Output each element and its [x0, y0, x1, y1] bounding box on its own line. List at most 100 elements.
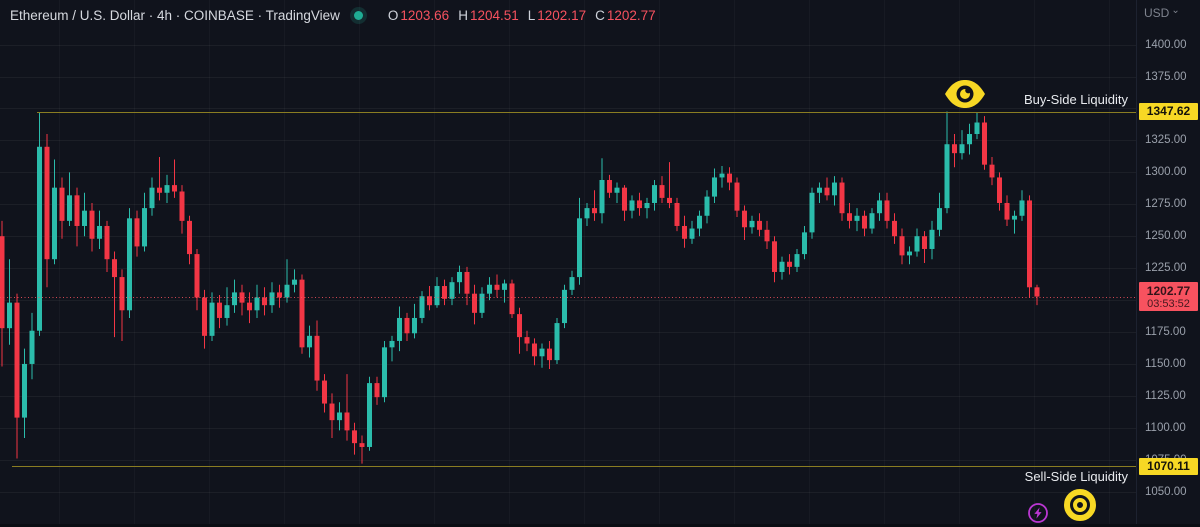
candle-body: [682, 225, 687, 239]
candle-body: [464, 271, 470, 294]
candle-body: [1019, 200, 1025, 216]
candle-body: [254, 297, 260, 311]
candle-body: [922, 236, 927, 249]
candle-body: [809, 192, 815, 233]
candle-body: [472, 293, 477, 313]
candle-body: [164, 185, 170, 193]
high-label: H: [458, 7, 468, 23]
candle-body: [832, 182, 837, 196]
candle-body: [1034, 287, 1040, 297]
candle-body: [224, 305, 230, 318]
sell-side-liquidity-label: Sell-Side Liquidity: [1024, 469, 1128, 484]
candle-body: [794, 254, 800, 267]
candle-body: [839, 182, 845, 214]
candles-layer: [0, 111, 1040, 464]
price-tick-label: 1150.00: [1145, 357, 1186, 370]
candle-body: [82, 210, 87, 226]
candle-body: [637, 200, 642, 209]
candle-body: [292, 279, 297, 285]
candle-body: [742, 210, 747, 228]
price-tick-label: 1225.00: [1145, 262, 1187, 275]
candle-body: [307, 335, 312, 348]
candle-body: [352, 430, 357, 444]
symbol-legend: Ethereum / U.S. Dollar · 4h · COINBASE ·…: [10, 6, 656, 24]
candle-body: [322, 380, 327, 404]
candle-body: [719, 173, 725, 178]
candle-body: [854, 215, 860, 221]
currency-label: USD: [1144, 6, 1170, 20]
market-status-dot: [353, 10, 363, 20]
candle-body: [712, 177, 717, 197]
candle-body: [232, 292, 237, 306]
candle-body: [689, 228, 695, 239]
candle-body: [299, 279, 305, 348]
symbol-title[interactable]: Ethereum / U.S. Dollar · 4h · COINBASE ·…: [10, 7, 340, 23]
candle-body: [52, 187, 57, 260]
candle-body: [344, 412, 350, 431]
candle-body: [532, 343, 537, 357]
price-tick-label: 1275.00: [1145, 198, 1187, 211]
candle-body: [584, 208, 590, 219]
candle-body: [382, 347, 387, 398]
candle-body: [929, 229, 935, 249]
candle-body: [847, 213, 852, 221]
close-value: 1202.77: [606, 7, 656, 23]
candle-body: [172, 185, 177, 192]
price-tick-label: 1375.00: [1145, 70, 1187, 83]
candle-body: [764, 229, 770, 242]
price-tick-label: 1050.00: [1145, 485, 1187, 498]
target-icon[interactable]: [1064, 489, 1096, 521]
liquidity-lines-layer: [0, 112, 1136, 467]
candle-body: [374, 383, 380, 398]
sell-side-price-label: 1070.11: [1139, 457, 1198, 475]
candle-body: [877, 200, 882, 214]
candle-body: [142, 208, 147, 247]
candle-body: [817, 187, 822, 193]
candle-body: [329, 403, 335, 421]
open-value: 1203.66: [400, 7, 450, 23]
candle-body: [997, 177, 1002, 203]
candle-body: [599, 179, 605, 214]
candle-body: [787, 261, 792, 267]
candle-body: [247, 302, 252, 311]
candle-body: [487, 284, 492, 294]
candlestick-chart-canvas[interactable]: [0, 0, 1136, 527]
chevron-down-icon: ⌄: [1171, 5, 1180, 16]
candle-body: [509, 283, 515, 315]
bar-countdown: 03:53:52: [1147, 297, 1190, 310]
candle-body: [899, 236, 905, 256]
candle-body: [652, 185, 657, 203]
candle-body: [194, 254, 200, 298]
candle-body: [179, 191, 185, 221]
candle-body: [0, 236, 5, 329]
currency-selector[interactable]: USD ⌄: [1144, 5, 1180, 21]
candle-body: [67, 195, 72, 221]
candle-body: [44, 146, 50, 260]
candle-body: [659, 185, 665, 198]
candle-body: [127, 218, 132, 311]
candle-body: [824, 187, 830, 196]
candle-body: [202, 297, 207, 336]
candle-body: [892, 220, 897, 237]
candle-body: [749, 220, 755, 228]
lightning-icon[interactable]: [1028, 503, 1048, 523]
candle-body: [869, 213, 875, 229]
candle-body: [457, 271, 462, 283]
candle-body: [277, 292, 282, 298]
buy-side-price-label: 1347.62: [1139, 103, 1198, 120]
price-axis[interactable]: USD ⌄ 1400.00 1375.00 1325.00 1300.00 1275.0…: [1136, 0, 1200, 527]
candle-body: [59, 187, 65, 221]
candle-body: [569, 277, 575, 290]
candle-body: [1012, 215, 1017, 220]
candle-body: [427, 296, 432, 306]
candle-body: [562, 289, 567, 324]
candle-body: [157, 187, 162, 193]
open-label: O: [387, 7, 399, 23]
eye-icon[interactable]: [945, 80, 985, 108]
price-tick-label: 1175.00: [1145, 326, 1186, 338]
candle-body: [112, 259, 117, 278]
candle-body: [134, 218, 140, 247]
candle-body: [22, 363, 27, 418]
candle-body: [644, 202, 650, 209]
